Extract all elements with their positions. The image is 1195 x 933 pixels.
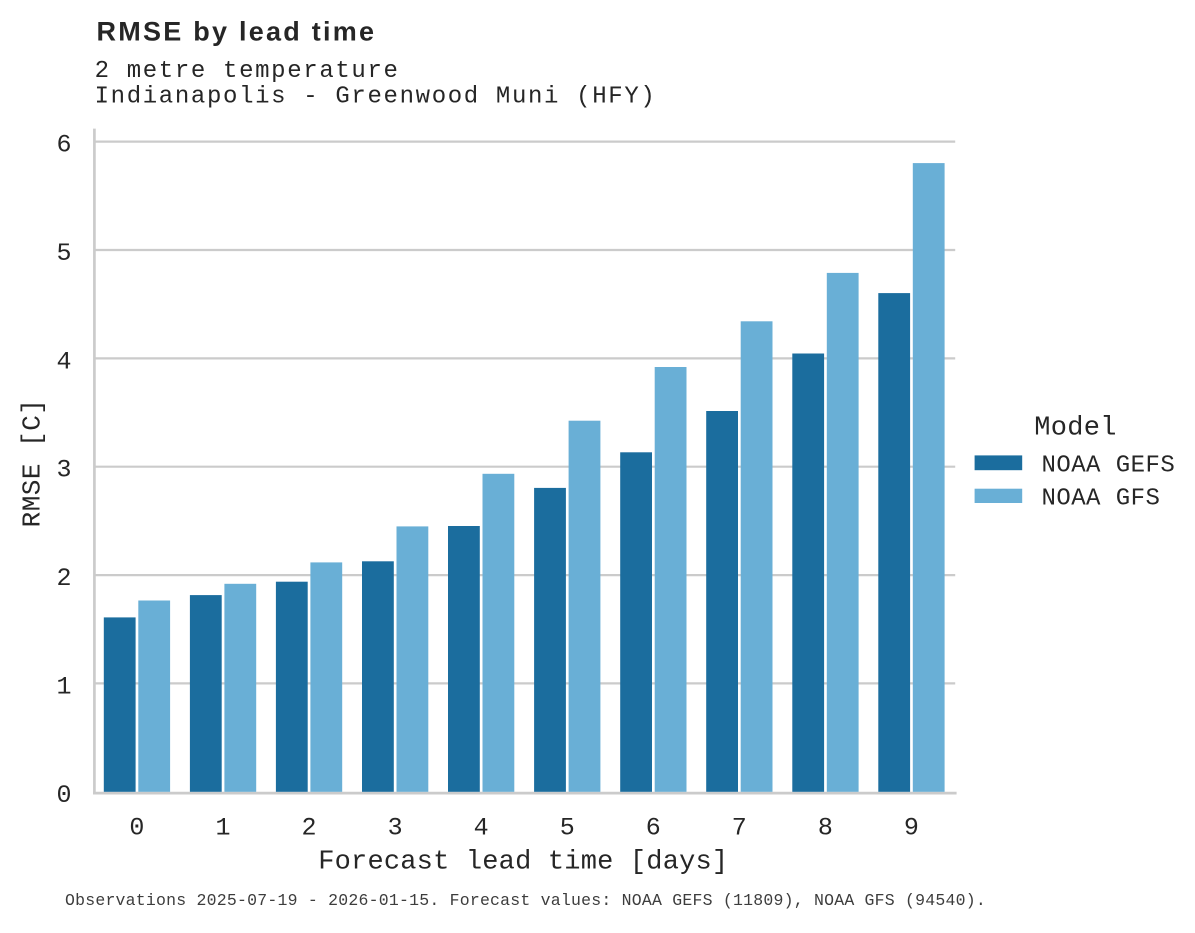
svg-text:NOAA GFS: NOAA GFS [1042, 486, 1161, 513]
svg-text:3: 3 [56, 456, 71, 485]
svg-text:9: 9 [904, 814, 919, 843]
svg-text:2: 2 [301, 814, 316, 843]
svg-text:RMSE [C]: RMSE [C] [18, 399, 48, 528]
svg-text:5: 5 [560, 814, 575, 843]
svg-text:0: 0 [129, 814, 144, 843]
svg-text:0: 0 [56, 781, 71, 810]
svg-text:RMSE by lead time: RMSE by lead time [97, 17, 377, 47]
svg-text:7: 7 [732, 814, 747, 843]
svg-text:2: 2 [56, 564, 71, 593]
svg-text:NOAA GEFS: NOAA GEFS [1042, 452, 1176, 479]
svg-text:6: 6 [56, 131, 71, 160]
svg-text:Observations 2025-07-19 - 2026: Observations 2025-07-19 - 2026-01-15. Fo… [65, 891, 986, 910]
svg-text:8: 8 [818, 814, 833, 843]
svg-text:4: 4 [56, 347, 71, 376]
svg-text:6: 6 [646, 814, 661, 843]
svg-text:Indianapolis - Greenwood Muni: Indianapolis - Greenwood Muni (HFY) [95, 84, 657, 111]
svg-text:3: 3 [388, 814, 403, 843]
svg-text:Model: Model [1034, 413, 1117, 443]
svg-text:5: 5 [56, 239, 71, 268]
svg-text:4: 4 [474, 814, 489, 843]
svg-text:Forecast lead time [days]: Forecast lead time [days] [318, 847, 728, 877]
svg-text:1: 1 [215, 814, 230, 843]
svg-text:1: 1 [56, 672, 71, 701]
svg-text:2 metre temperature: 2 metre temperature [95, 58, 400, 85]
